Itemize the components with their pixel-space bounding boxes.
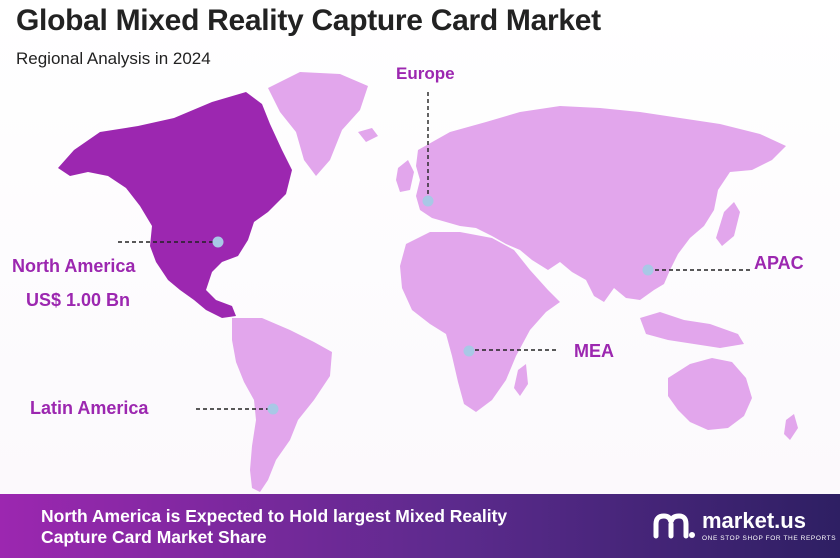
new-zealand-shape — [784, 414, 798, 440]
apac-label: APAC — [754, 253, 804, 273]
japan-shape — [716, 202, 740, 246]
europe-label: Europe — [396, 64, 455, 83]
australia-shape — [668, 358, 752, 430]
brand-tagline: ONE STOP SHOP FOR THE REPORTS — [702, 535, 837, 542]
uk-shape — [396, 160, 414, 192]
north-america-shape — [58, 92, 292, 318]
mea-label: MEA — [574, 341, 614, 361]
page-title: Global Mixed Reality Capture Card Market — [16, 4, 601, 37]
apac-marker — [642, 264, 654, 276]
greenland-shape — [268, 72, 368, 176]
north-america-label: North America — [12, 256, 136, 276]
north-america-marker — [212, 236, 224, 248]
mea-marker — [463, 345, 475, 357]
eurasia-shape — [416, 106, 786, 302]
latin-america-label: Latin America — [30, 398, 149, 418]
southeast-asia-shape — [640, 312, 744, 348]
latin-america-marker — [267, 403, 279, 415]
brand-name: market.us — [702, 508, 806, 533]
market-us-logo-icon — [653, 513, 695, 539]
latin-america-shape — [232, 318, 332, 492]
page-subtitle: Regional Analysis in 2024 — [16, 49, 211, 68]
europe-marker — [422, 195, 434, 207]
madagascar-shape — [514, 364, 528, 396]
footer-line-2: Capture Card Market Share — [41, 527, 267, 547]
footer-banner: North America is Expected to Hold larges… — [0, 494, 840, 558]
brand-logo: market.us ONE STOP SHOP FOR THE REPORTS — [652, 508, 836, 547]
footer-text: North America is Expected to Hold larges… — [41, 506, 641, 548]
footer-line-1: North America is Expected to Hold larges… — [41, 506, 508, 526]
africa-shape — [400, 232, 560, 412]
north-america-value: US$ 1.00 Bn — [26, 290, 131, 310]
iceland-shape — [358, 128, 378, 142]
